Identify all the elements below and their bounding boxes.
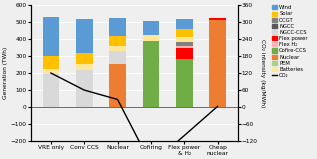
Bar — [176, 29, 193, 37]
Bar — [209, 20, 226, 107]
Legend: Wind, Solar, OCGT, NGCC, NGCC-CCS, Flex power, Flex H₂, Cofire-CCS, Nuclear, PEM: Wind, Solar, OCGT, NGCC, NGCC-CCS, Flex … — [271, 5, 308, 79]
Y-axis label: CO₂ intensity (kg/MWh): CO₂ intensity (kg/MWh) — [260, 39, 265, 107]
Bar — [76, 52, 93, 65]
Bar — [176, 59, 193, 107]
Bar — [143, 41, 159, 107]
Bar — [209, 18, 226, 20]
Bar — [176, 48, 193, 59]
Y-axis label: Generation (TWh): Generation (TWh) — [3, 47, 8, 99]
Bar — [76, 70, 93, 107]
Bar — [109, 46, 126, 51]
Bar — [176, 46, 193, 48]
Bar — [76, 19, 93, 52]
Bar — [109, 51, 126, 65]
Bar — [143, 35, 159, 41]
Bar — [209, 17, 226, 18]
Bar — [176, 19, 193, 29]
Bar — [109, 65, 126, 107]
Bar — [76, 65, 93, 70]
Bar — [176, 37, 193, 42]
Bar — [109, 36, 126, 46]
Bar — [42, 69, 59, 74]
Bar — [42, 56, 59, 69]
Bar — [176, 42, 193, 46]
Bar — [109, 18, 126, 36]
Bar — [143, 21, 159, 35]
Bar — [42, 17, 59, 56]
Bar — [42, 74, 59, 107]
